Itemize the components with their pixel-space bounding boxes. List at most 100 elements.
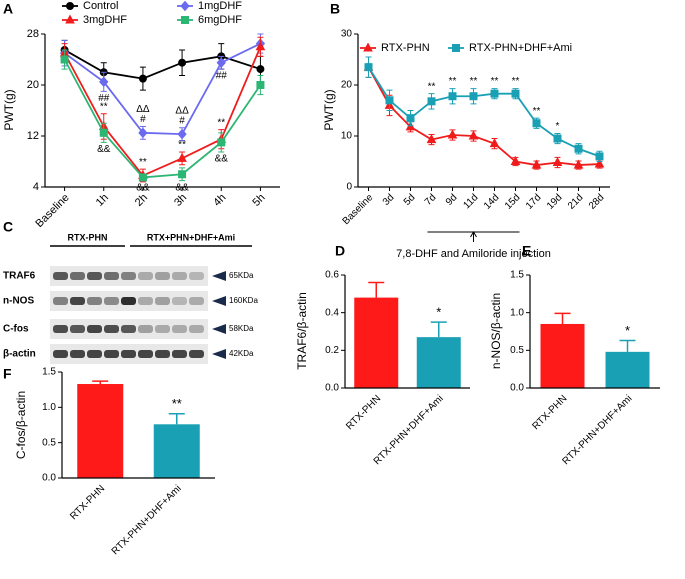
x-tick-label: RTX-PHN+DHF+Ami xyxy=(560,393,634,467)
x-tick-label: 21d xyxy=(566,192,586,212)
annotation: ** xyxy=(512,76,520,87)
x-tick-label: 28d xyxy=(587,192,607,212)
blot-band xyxy=(138,297,153,305)
marker xyxy=(178,58,187,67)
annotation: ## xyxy=(98,93,110,104)
panel-label: C xyxy=(3,219,13,235)
annotation: ** xyxy=(139,157,147,168)
marker xyxy=(385,96,394,105)
marker xyxy=(138,74,147,83)
marker xyxy=(256,65,265,74)
annotation: # xyxy=(179,115,185,126)
error-bar xyxy=(368,281,385,298)
bar xyxy=(354,297,399,388)
y-tick-label: 0 xyxy=(346,182,352,193)
group-label: RTX-PHN xyxy=(68,232,108,242)
error-bar xyxy=(619,339,636,352)
y-axis-label: C-fos/β-actin xyxy=(14,391,28,459)
x-tick-label: 4h xyxy=(211,192,228,209)
blot-band xyxy=(172,350,187,358)
blot-band xyxy=(104,272,119,280)
x-tick-label: 15d xyxy=(503,192,523,212)
y-tick-label: 0.0 xyxy=(325,383,339,394)
blot-band xyxy=(53,325,68,333)
x-tick-label: 7d xyxy=(423,192,439,208)
legend-label: RTX-PHN+DHF+Ami xyxy=(469,42,572,54)
y-tick-label: 0.4 xyxy=(325,307,339,318)
marker xyxy=(99,128,108,137)
injection-arrow xyxy=(470,231,477,242)
marker xyxy=(595,152,604,161)
y-tick-label: 30 xyxy=(341,29,353,40)
annotation: && xyxy=(97,144,111,155)
size-label: 65KDa xyxy=(229,271,254,280)
blot-band xyxy=(121,272,136,280)
blot-band xyxy=(138,350,153,358)
marker xyxy=(490,89,499,98)
annotation: ** xyxy=(178,140,186,151)
annotation: * xyxy=(556,121,560,132)
y-axis-label: n-NOS/β-actin xyxy=(489,293,503,369)
blot-band xyxy=(172,297,187,305)
bar xyxy=(416,337,461,388)
annotation: * xyxy=(625,323,630,338)
blot-band xyxy=(189,350,204,358)
blot-band xyxy=(104,325,119,333)
row-label: β-actin xyxy=(3,349,36,360)
x-tick-label: Baseline xyxy=(341,192,376,227)
x-tick-label: 9d xyxy=(444,192,460,208)
series-line xyxy=(64,49,261,80)
marker xyxy=(363,42,373,52)
group-label: RTX+PHN+DHF+Ami xyxy=(147,232,235,242)
x-tick-label: 1h xyxy=(94,192,111,209)
blot-band xyxy=(189,272,204,280)
marker xyxy=(510,155,521,165)
marker xyxy=(217,138,226,147)
annotation: && xyxy=(136,182,150,193)
blot-arrow xyxy=(212,296,226,306)
x-tick-label: 5d xyxy=(402,192,418,208)
annotation: ** xyxy=(533,106,541,117)
annotation: # xyxy=(140,114,146,125)
legend-label: RTX-PHN xyxy=(381,42,430,54)
marker xyxy=(468,130,479,140)
annotation: ΔΔ xyxy=(136,104,150,115)
bar xyxy=(605,351,650,388)
annotation: ΔΔ xyxy=(175,105,189,116)
y-tick-label: 20 xyxy=(341,80,353,91)
blot-band xyxy=(87,297,102,305)
series-line xyxy=(64,42,261,136)
error-bar xyxy=(430,321,447,338)
blot-band xyxy=(138,325,153,333)
bar xyxy=(77,384,124,478)
marker xyxy=(60,55,69,64)
row-label: C-fos xyxy=(3,324,29,335)
legend-label: 6mgDHF xyxy=(198,14,242,26)
blot-band xyxy=(53,272,68,280)
blot-arrow xyxy=(212,271,226,281)
blot-band xyxy=(121,350,136,358)
blot-band xyxy=(70,350,85,358)
blot-band xyxy=(104,297,119,305)
marker xyxy=(180,0,190,12)
bar xyxy=(540,323,585,388)
marker xyxy=(255,41,266,51)
blot-band xyxy=(53,350,68,358)
marker xyxy=(447,129,458,139)
blot-band xyxy=(138,272,153,280)
annotation: ** xyxy=(470,76,478,87)
y-tick-label: 12 xyxy=(27,130,39,142)
x-tick-label: 14d xyxy=(482,192,502,212)
blot-band xyxy=(189,325,204,333)
blot-band xyxy=(70,297,85,305)
blot-arrow xyxy=(212,349,226,359)
annotation: ** xyxy=(100,101,108,112)
x-tick-label: 3d xyxy=(381,192,397,208)
blot-band xyxy=(87,325,102,333)
x-tick-label: Baseline xyxy=(33,192,71,230)
error-bar xyxy=(554,312,571,324)
marker xyxy=(489,138,500,148)
marker xyxy=(594,158,605,168)
blot-band xyxy=(70,325,85,333)
